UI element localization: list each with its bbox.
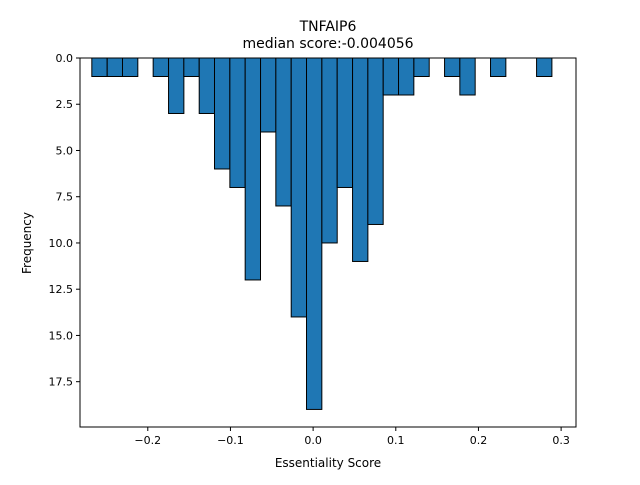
y-tick-label: 7.5 xyxy=(56,191,74,204)
x-tick-label: 0.2 xyxy=(470,434,488,447)
plot-area-frame xyxy=(79,57,577,428)
y-tick-label: 12.5 xyxy=(49,283,74,296)
y-tick-label: 5.0 xyxy=(56,144,74,157)
x-tick-label: 0.1 xyxy=(387,434,405,447)
y-tick-label: 15.0 xyxy=(49,329,74,342)
histogram-bar xyxy=(244,57,261,281)
y-tick-label: 2.5 xyxy=(56,98,74,111)
chart-title: TNFAIP6 xyxy=(299,19,357,35)
histogram-bar xyxy=(398,57,415,96)
x-tick-label: 0.0 xyxy=(304,434,322,447)
histogram-bar xyxy=(106,57,124,77)
histogram-bar xyxy=(306,57,323,410)
histogram-bar xyxy=(152,57,169,77)
bars-group xyxy=(91,57,553,410)
y-tick-label: 10.0 xyxy=(49,237,74,250)
histogram-bar xyxy=(336,57,354,188)
chart-subtitle: median score:-0.004056 xyxy=(242,36,413,52)
x-ticks-group: −0.2 −0.1 0.0 0.1 0.2 0.3 xyxy=(134,427,570,447)
x-tick-label: −0.2 xyxy=(134,434,161,447)
histogram-bar xyxy=(229,57,246,188)
histogram-bar xyxy=(536,57,553,77)
histogram-bar xyxy=(290,57,308,318)
histogram-bar xyxy=(183,57,200,77)
x-axis-label: Essentiality Score xyxy=(275,456,381,470)
histogram-bar xyxy=(214,57,231,170)
y-ticks-group: 0.0 2.5 5.0 7.5 10.0 12.5 15.0 17.5 xyxy=(49,52,80,389)
y-axis-label: Frequency xyxy=(20,212,34,274)
histogram-bar xyxy=(413,57,430,77)
histogram-bar xyxy=(444,57,461,77)
y-tick-label: 17.5 xyxy=(49,376,74,389)
histogram-bar xyxy=(168,57,185,114)
histogram-bar xyxy=(321,57,338,244)
x-tick-label: 0.3 xyxy=(552,434,570,447)
histogram-bar xyxy=(382,57,400,96)
histogram-bar xyxy=(459,57,476,96)
y-tick-label: 0.0 xyxy=(56,52,74,65)
histogram-bar xyxy=(198,57,216,114)
x-tick-label: −0.1 xyxy=(217,434,244,447)
histogram-bar xyxy=(490,57,507,77)
histogram-bar xyxy=(91,57,108,77)
histogram-bar xyxy=(367,57,384,225)
histogram-bar xyxy=(121,57,139,77)
histogram-bar xyxy=(352,57,369,262)
histogram-bar xyxy=(260,57,277,133)
histogram-bar xyxy=(275,57,292,207)
